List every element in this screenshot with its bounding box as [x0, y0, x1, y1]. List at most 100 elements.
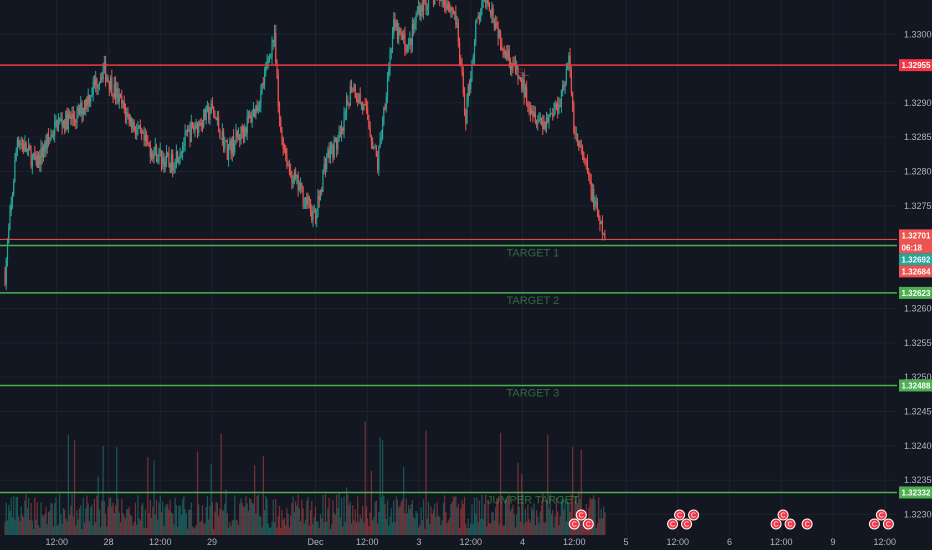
candle-body[interactable]	[162, 157, 164, 164]
candle-body[interactable]	[425, 0, 427, 10]
candle-body[interactable]	[364, 104, 366, 106]
candle-body[interactable]	[563, 85, 565, 87]
candle-body[interactable]	[70, 116, 72, 119]
candle-body[interactable]	[164, 162, 166, 167]
candle-body[interactable]	[445, 5, 447, 11]
candle-body[interactable]	[250, 114, 252, 123]
candle-body[interactable]	[262, 82, 264, 85]
candle-body[interactable]	[564, 82, 566, 87]
candle-body[interactable]	[504, 52, 507, 55]
candle-body[interactable]	[398, 28, 400, 40]
candle-body[interactable]	[288, 165, 291, 172]
candle-body[interactable]	[71, 113, 73, 119]
candle-body[interactable]	[314, 210, 317, 220]
candle-body[interactable]	[180, 152, 182, 154]
candle-body[interactable]	[143, 132, 145, 141]
candle-body[interactable]	[368, 119, 370, 128]
candle-body[interactable]	[29, 145, 31, 151]
candle-body[interactable]	[596, 200, 599, 211]
candle-body[interactable]	[485, 0, 487, 4]
candle-body[interactable]	[182, 146, 184, 153]
candle-body[interactable]	[480, 10, 482, 20]
candle-body[interactable]	[494, 22, 497, 28]
candle-body[interactable]	[488, 3, 490, 11]
candle-body[interactable]	[293, 172, 295, 183]
candle-body[interactable]	[277, 75, 279, 106]
candle-body[interactable]	[9, 211, 11, 230]
candle-body[interactable]	[598, 210, 600, 218]
candle-body[interactable]	[491, 8, 493, 16]
candle-body[interactable]	[214, 113, 216, 118]
candle-body[interactable]	[266, 60, 268, 65]
candle-body[interactable]	[75, 120, 77, 123]
candle-body[interactable]	[237, 134, 240, 138]
candle-body[interactable]	[256, 105, 258, 111]
candle-body[interactable]	[537, 120, 539, 125]
candle-body[interactable]	[332, 145, 334, 158]
candle-body[interactable]	[16, 139, 19, 151]
candle-body[interactable]	[153, 150, 155, 159]
candle-body[interactable]	[357, 99, 359, 103]
candle-body[interactable]	[540, 117, 543, 122]
candle-body[interactable]	[440, 0, 442, 1]
candle-body[interactable]	[444, 0, 446, 6]
candle-body[interactable]	[352, 89, 354, 91]
candle-body[interactable]	[550, 113, 553, 115]
candle-body[interactable]	[384, 107, 386, 109]
candle-body[interactable]	[201, 125, 204, 127]
candle-body[interactable]	[27, 145, 30, 150]
candle-body[interactable]	[168, 154, 170, 164]
candle-body[interactable]	[514, 63, 517, 70]
candle-body[interactable]	[141, 129, 143, 134]
candle-body[interactable]	[37, 155, 40, 168]
candle-body[interactable]	[408, 41, 410, 45]
candle-body[interactable]	[203, 109, 205, 127]
candle-body[interactable]	[501, 45, 503, 51]
candle-body[interactable]	[313, 210, 315, 212]
candle-body[interactable]	[200, 122, 202, 126]
candle-body[interactable]	[475, 22, 477, 44]
candle-body[interactable]	[8, 229, 10, 244]
candle-body[interactable]	[275, 32, 277, 63]
candle-body[interactable]	[362, 102, 364, 110]
candle-body[interactable]	[283, 148, 286, 150]
candle-body[interactable]	[206, 106, 209, 108]
candle-body[interactable]	[111, 77, 113, 95]
candle-body[interactable]	[414, 22, 416, 29]
candle-body[interactable]	[105, 61, 107, 82]
candle-body[interactable]	[394, 19, 396, 28]
candle-body[interactable]	[96, 78, 98, 88]
candle-body[interactable]	[199, 121, 201, 123]
candle-body[interactable]	[241, 126, 243, 133]
candle-body[interactable]	[603, 233, 605, 235]
candle-body[interactable]	[401, 33, 404, 39]
candle-body[interactable]	[553, 107, 555, 117]
candle-body[interactable]	[477, 15, 479, 19]
candle-body[interactable]	[67, 114, 69, 130]
candle-body[interactable]	[119, 93, 122, 97]
candle-body[interactable]	[270, 57, 272, 59]
economic-event-icon[interactable]	[868, 518, 880, 530]
candle-body[interactable]	[170, 153, 173, 172]
candle-body[interactable]	[25, 142, 27, 152]
candle-body[interactable]	[149, 145, 151, 158]
economic-event-icon[interactable]	[688, 509, 700, 521]
candle-body[interactable]	[47, 134, 50, 139]
candle-body[interactable]	[97, 86, 99, 88]
candle-body[interactable]	[106, 77, 108, 82]
candle-body[interactable]	[128, 114, 130, 124]
candle-body[interactable]	[513, 63, 515, 66]
candle-body[interactable]	[83, 107, 86, 110]
candle-body[interactable]	[278, 105, 281, 119]
candle-body[interactable]	[62, 121, 64, 127]
candle-body[interactable]	[117, 88, 119, 102]
candle-body[interactable]	[549, 113, 551, 117]
candle-body[interactable]	[188, 129, 190, 132]
candle-body[interactable]	[379, 138, 381, 148]
candle-body[interactable]	[569, 55, 571, 72]
candle-body[interactable]	[229, 140, 231, 148]
candle-body[interactable]	[41, 147, 43, 158]
candle-body[interactable]	[559, 105, 561, 107]
candle-body[interactable]	[579, 145, 581, 147]
